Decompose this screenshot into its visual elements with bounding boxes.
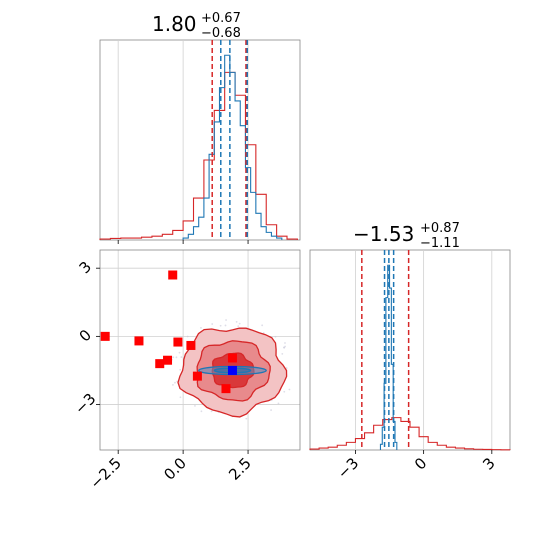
- bottom-left-sample-point: [235, 320, 238, 323]
- bottom-left-red-point-4: [186, 340, 196, 350]
- top-left-histogram-panel: 1.80 +0.67 −0.68: [99, 11, 301, 244]
- bottom-left-sample-point: [211, 323, 214, 325]
- bottom-left-y-label-0: 3: [76, 258, 95, 277]
- bottom-left-red-point-9: [221, 384, 231, 394]
- bottom-left-sample-point: [274, 335, 277, 338]
- bottom-right-hist-red: [309, 417, 511, 451]
- bottom-left-sample-point: [210, 410, 213, 413]
- bottom-left-y-label-1: 0: [76, 326, 95, 345]
- bottom-left-sample-point: [238, 322, 241, 325]
- bottom-left-sample-point: [224, 324, 227, 327]
- bottom-left-sample-point: [284, 342, 286, 344]
- bottom-left-sample-point: [284, 345, 287, 348]
- bottom-left-sample-point: [288, 388, 291, 391]
- bottom-left-sample-point: [245, 417, 248, 420]
- bottom-right-title-value: −1.53: [353, 222, 414, 246]
- bottom-left-sample-point: [225, 319, 227, 321]
- bottom-left-x-label-1: 0.0: [160, 454, 190, 484]
- bottom-left-x-label-0: −2.5: [87, 454, 125, 492]
- bottom-left-sample-point: [283, 390, 286, 393]
- bottom-left-sample-point: [285, 367, 288, 369]
- bottom-left-sample-point: [180, 356, 183, 358]
- bottom-left-sample-point: [178, 351, 181, 354]
- bottom-left-sample-point: [270, 409, 272, 411]
- bottom-left-scatter-panel: −2.5 0.0 2.5 3 0 −3: [71, 249, 301, 493]
- bottom-left-red-point-1: [134, 336, 144, 346]
- bottom-left-sample-point: [200, 326, 202, 329]
- bottom-right-title-minus: −1.11: [420, 236, 460, 251]
- bottom-left-axes-frame: [99, 249, 301, 451]
- bottom-left-red-point-8: [227, 353, 237, 363]
- bottom-right-x-label-1: 0: [411, 454, 430, 473]
- bottom-left-sample-point: [277, 402, 280, 405]
- bottom-left-red-point-0: [100, 331, 110, 341]
- top-left-title-minus: −0.68: [201, 26, 241, 41]
- top-left-hist-blue: [182, 54, 283, 240]
- bottom-left-sample-point: [174, 381, 176, 384]
- bottom-left-sample-point: [281, 352, 284, 355]
- bottom-left-red-point-7: [192, 371, 202, 381]
- bottom-left-y-label-2: −3: [71, 390, 99, 418]
- bottom-right-axes-frame: [309, 249, 511, 451]
- bottom-left-sample-point: [172, 383, 174, 386]
- bottom-right-histogram-panel: −3 0 3 −1.53 +0.87 −1.11: [309, 221, 511, 482]
- top-left-axes-frame: [99, 39, 301, 241]
- bottom-left-red-point-2: [168, 270, 178, 280]
- bottom-left-sample-point: [219, 324, 222, 327]
- bottom-left-sample-point: [172, 356, 175, 359]
- bottom-left-sample-point: [237, 325, 240, 328]
- bottom-left-sample-point: [179, 368, 182, 371]
- bottom-right-hist-blue: [379, 264, 398, 450]
- bottom-left-sample-point: [194, 404, 196, 407]
- bottom-left-x-label-2: 2.5: [225, 454, 255, 484]
- bottom-left-sample-point: [283, 346, 286, 349]
- bottom-left-sample-point: [261, 324, 264, 327]
- top-left-title-plus: +0.67: [201, 11, 241, 26]
- bottom-left-sample-point: [179, 396, 182, 399]
- bottom-left-sample-point: [186, 335, 189, 338]
- bottom-right-title-plus: +0.87: [420, 221, 460, 236]
- bottom-right-x-label-2: 3: [479, 454, 498, 473]
- bottom-right-x-label-0: −3: [334, 454, 362, 482]
- bottom-left-sample-point: [175, 356, 178, 359]
- bottom-left-red-point-3: [173, 337, 183, 347]
- top-left-title-value: 1.80: [152, 12, 197, 36]
- bottom-left-blue-point: [227, 365, 237, 375]
- bottom-left-sample-point: [200, 410, 203, 413]
- bottom-left-red-point-5: [155, 359, 165, 369]
- bottom-left-red-point-6: [163, 355, 173, 365]
